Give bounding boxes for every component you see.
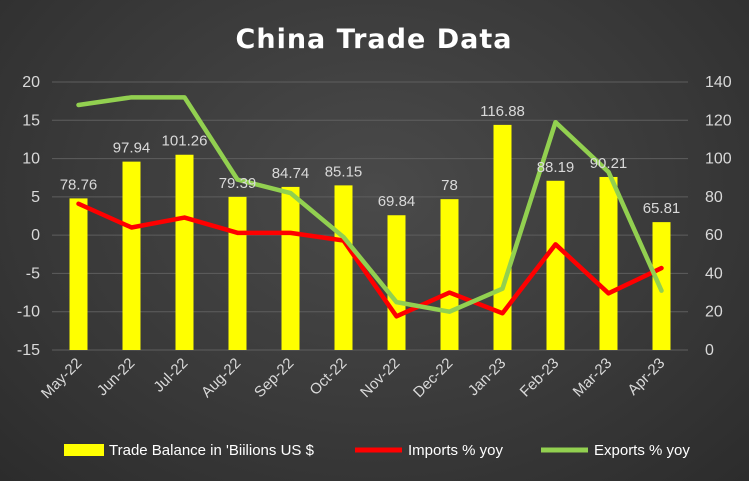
bar-jun-22 bbox=[122, 161, 141, 350]
x-tick-label: May-22 bbox=[38, 355, 85, 402]
legend-label-imports: Imports % yoy bbox=[408, 442, 504, 459]
x-tick-label: Jun-22 bbox=[94, 355, 138, 399]
legend-swatch-trade-balance bbox=[64, 444, 104, 456]
x-tick-label: Mar-23 bbox=[570, 355, 616, 401]
bar-data-label: 78 bbox=[441, 177, 458, 194]
bar-data-labels: 78.76 97.94 101.26 79.39 84.74 85.15 69.84 78 11… bbox=[60, 103, 681, 217]
right-tick-label: 140 bbox=[705, 74, 732, 91]
chart-title: China Trade Data bbox=[236, 24, 513, 55]
gridlines bbox=[52, 81, 688, 351]
x-tick-label: Apr-23 bbox=[624, 355, 668, 399]
x-tick-label: Dec-22 bbox=[410, 355, 456, 401]
exports-line bbox=[76, 95, 664, 314]
x-tick-label: Aug-22 bbox=[198, 355, 244, 401]
right-tick-label: 60 bbox=[705, 227, 723, 244]
bar-mar-23 bbox=[599, 176, 618, 350]
right-tick-label: 20 bbox=[705, 304, 723, 321]
legend: Trade Balance in 'Biilions US $ Imports … bbox=[64, 442, 690, 459]
bar-sep-22 bbox=[281, 186, 300, 350]
x-tick-label: Jan-23 bbox=[465, 355, 509, 399]
bar-aug-22 bbox=[228, 196, 247, 350]
bar-nov-22 bbox=[387, 215, 406, 350]
legend-label-trade-balance: Trade Balance in 'Biilions US $ bbox=[109, 442, 315, 459]
x-tick-label: Oct-22 bbox=[306, 355, 350, 399]
series-lines bbox=[76, 95, 664, 319]
bar-data-label: 79.39 bbox=[219, 175, 257, 192]
left-axis-ticks: 20 15 10 5 0 -5 -10 -15 bbox=[17, 74, 40, 359]
bar-data-label: 84.74 bbox=[272, 165, 310, 182]
bar-data-label: 116.88 bbox=[480, 103, 525, 120]
right-tick-label: 80 bbox=[705, 189, 723, 206]
right-axis-ticks: 140 120 100 80 60 40 20 0 bbox=[705, 74, 732, 359]
bar-data-label: 78.76 bbox=[60, 176, 98, 193]
left-tick-label: 0 bbox=[31, 227, 40, 244]
right-tick-label: 120 bbox=[705, 112, 732, 129]
left-tick-label: -15 bbox=[17, 342, 40, 359]
bar-data-label: 88.19 bbox=[537, 159, 575, 176]
left-tick-label: 10 bbox=[22, 151, 40, 168]
left-tick-label: 15 bbox=[22, 112, 40, 129]
x-tick-label: Nov-22 bbox=[357, 355, 403, 401]
left-tick-label: 20 bbox=[22, 74, 40, 91]
x-tick-label: Jul-22 bbox=[150, 355, 191, 396]
bar-oct-22 bbox=[334, 185, 353, 350]
bar-jan-23 bbox=[493, 124, 512, 350]
trade-balance-bars bbox=[69, 124, 671, 350]
right-tick-label: 40 bbox=[705, 265, 723, 282]
legend-label-exports: Exports % yoy bbox=[594, 442, 690, 459]
bar-data-label: 69.84 bbox=[378, 193, 416, 210]
left-tick-label: -5 bbox=[26, 265, 40, 282]
right-tick-label: 0 bbox=[705, 342, 714, 359]
x-axis-ticks: May-22 Jun-22 Jul-22 Aug-22 Sep-22 Oct-22 Nov-… bbox=[38, 355, 668, 402]
bar-data-label: 90.21 bbox=[590, 155, 628, 172]
left-tick-label: -10 bbox=[17, 304, 40, 321]
x-tick-label: Sep-22 bbox=[251, 355, 297, 401]
imports-line bbox=[76, 201, 664, 319]
bar-data-label: 65.81 bbox=[643, 200, 681, 217]
right-tick-label: 100 bbox=[705, 151, 732, 168]
bar-data-label: 85.15 bbox=[325, 163, 363, 180]
bar-dec-22 bbox=[440, 199, 459, 350]
bar-jul-22 bbox=[175, 154, 194, 350]
bar-may-22 bbox=[69, 198, 88, 350]
left-tick-label: 5 bbox=[31, 189, 40, 206]
bar-data-label: 97.94 bbox=[113, 140, 151, 157]
x-tick-label: Feb-23 bbox=[517, 355, 563, 401]
bar-feb-23 bbox=[546, 180, 565, 350]
bar-data-label: 101.26 bbox=[162, 133, 208, 150]
